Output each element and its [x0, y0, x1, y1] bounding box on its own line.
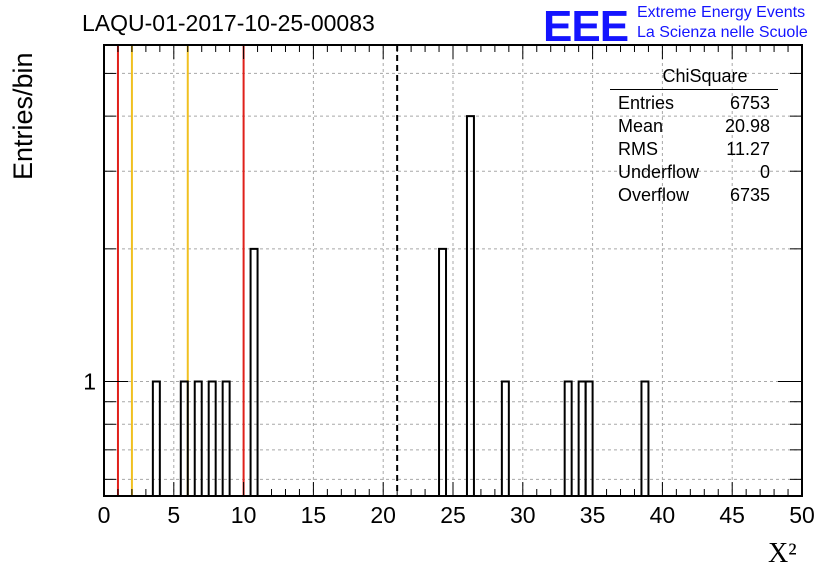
histogram-bar: [577, 380, 587, 496]
histogram-bar: [193, 380, 203, 496]
histogram-bar: [563, 380, 573, 496]
x-tick-label: 35: [580, 502, 606, 528]
histogram-bar: [465, 115, 475, 496]
stats-row-mean: Mean 20.98: [610, 115, 778, 138]
histogram-bar: [179, 380, 189, 496]
stats-value: 20.98: [724, 116, 770, 136]
stats-row-rms: RMS 11.27: [610, 138, 778, 161]
y-axis-label: Entries/bin: [8, 52, 38, 180]
histogram-bar: [207, 380, 217, 496]
histogram-bar: [584, 380, 594, 496]
x-tick-label: 40: [650, 502, 676, 528]
histogram-bar: [438, 247, 448, 496]
stats-title: ChiSquare: [610, 66, 778, 90]
stats-value: 11.27: [726, 139, 770, 159]
stats-row-underflow: Underflow 0: [610, 161, 778, 184]
histogram-bar: [640, 380, 650, 496]
stats-box: ChiSquare Entries 6753 Mean 20.98 RMS 11…: [610, 66, 778, 207]
x-tick-label: 0: [98, 502, 111, 528]
eee-logo: EEE: [543, 2, 629, 51]
stats-row-entries: Entries 6753: [610, 92, 778, 115]
x-tick-label: 50: [789, 502, 815, 528]
x-tick-label: 10: [231, 502, 257, 528]
x-tick-label: 25: [440, 502, 466, 528]
y-tick-label: 1: [83, 369, 96, 395]
x-tick-label: 30: [510, 502, 536, 528]
stats-value: 6753: [729, 93, 770, 113]
stats-label: RMS: [618, 139, 658, 159]
chart-title: LAQU-01-2017-10-25-00083: [82, 10, 375, 36]
logo-line-1: Extreme Energy Events: [637, 4, 806, 21]
histogram-bar: [221, 380, 231, 496]
stats-label: Entries: [618, 93, 675, 113]
histogram-bar: [500, 380, 510, 496]
stats-label: Mean: [618, 116, 664, 136]
stats-row-overflow: Overflow 6735: [610, 184, 778, 207]
histogram-bar: [249, 247, 259, 496]
stats-value: 6735: [729, 185, 770, 205]
stats-label: Underflow: [618, 162, 700, 182]
x-axis-label: X²: [768, 538, 797, 569]
logo-line-2: La Scienza nelle Scuole: [637, 24, 808, 41]
stats-value: 0: [759, 162, 770, 182]
x-tick-label: 15: [301, 502, 327, 528]
stats-label: Overflow: [618, 185, 690, 205]
x-tick-label: 45: [719, 502, 745, 528]
x-tick-label: 20: [370, 502, 396, 528]
x-tick-label: 5: [167, 502, 180, 528]
histogram-bar: [151, 380, 161, 496]
